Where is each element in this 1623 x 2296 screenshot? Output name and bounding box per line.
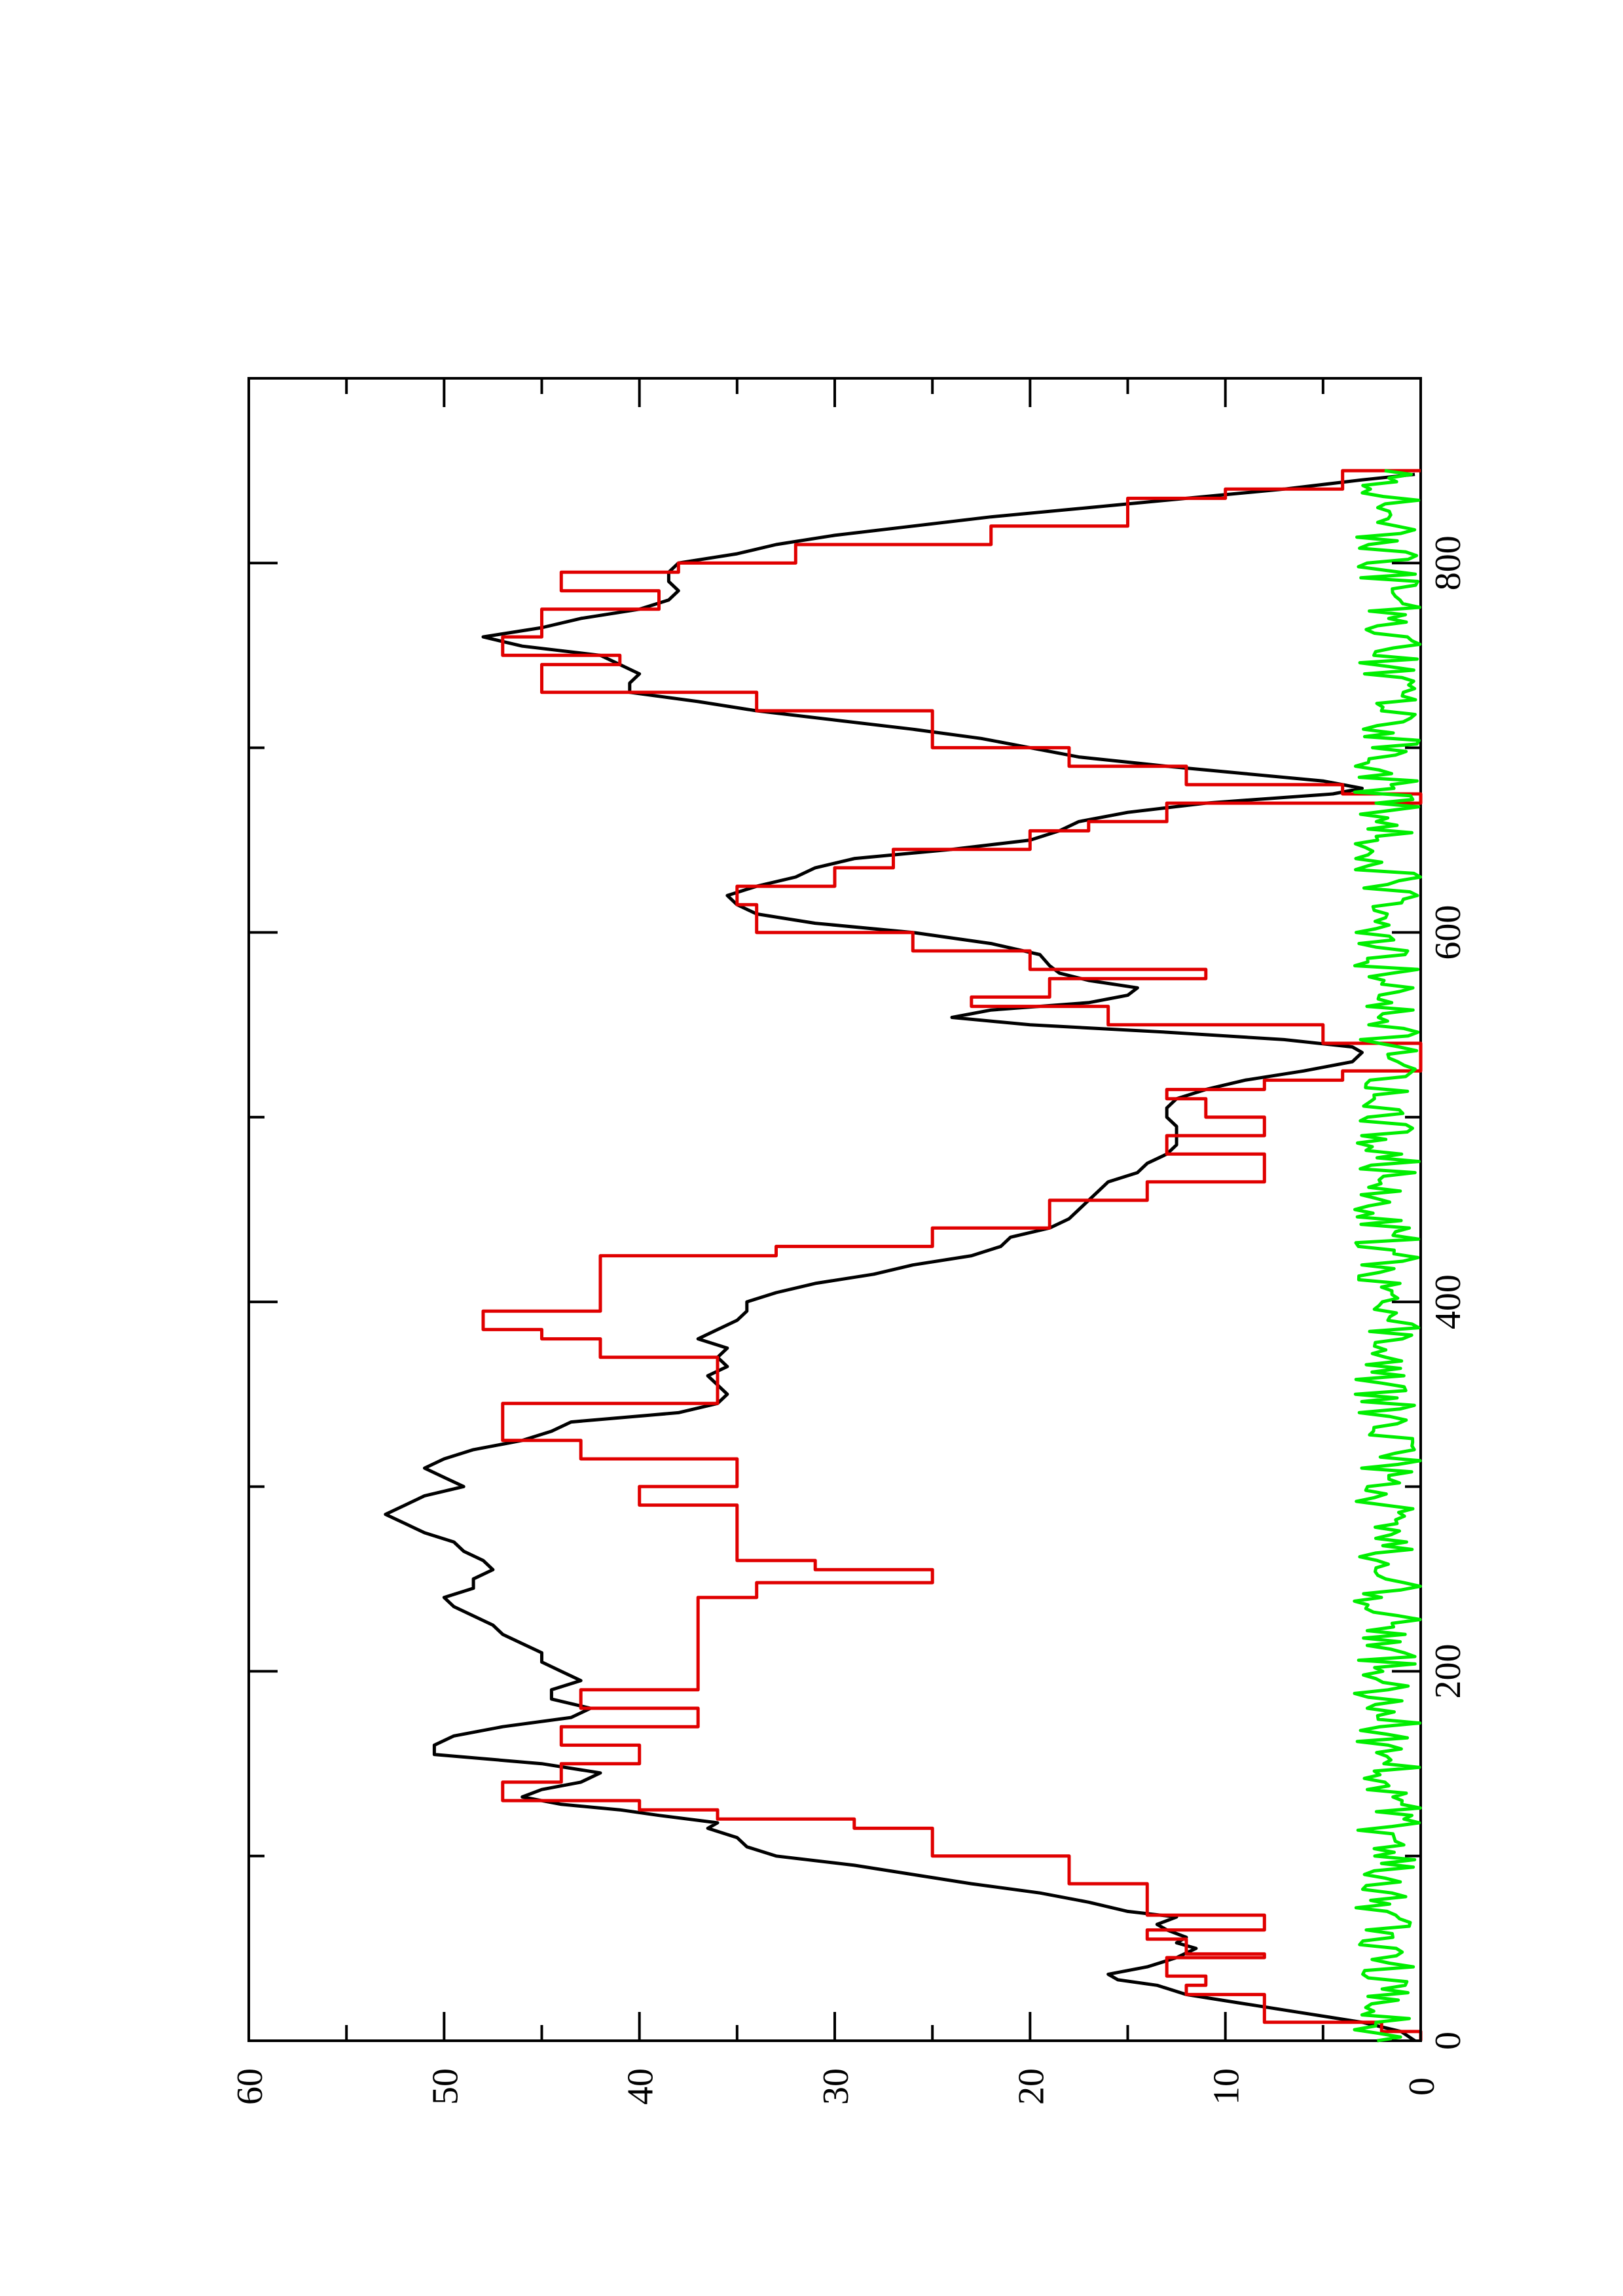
y-tick-label: 0 bbox=[1402, 2077, 1442, 2096]
series-line-3 bbox=[1353, 469, 1423, 2043]
series-line-1 bbox=[384, 473, 1416, 2043]
y-tick-label: 10 bbox=[1207, 2068, 1247, 2105]
x-tick-label: 200 bbox=[1428, 1644, 1468, 1699]
x-tick-label: 0 bbox=[1428, 2032, 1468, 2050]
y-tick-label: 60 bbox=[230, 2068, 270, 2105]
y-tick-label: 40 bbox=[621, 2068, 661, 2105]
x-tick-label: 400 bbox=[1428, 1274, 1468, 1329]
tick-layer: 0 200 400 600 800 0 10 20 30 40 50 60 bbox=[230, 378, 1468, 2105]
plot-frame bbox=[247, 377, 1422, 2042]
y-tick-label: 20 bbox=[1011, 2068, 1051, 2105]
series-layer bbox=[384, 469, 1423, 2043]
y-tick-label: 30 bbox=[816, 2068, 856, 2105]
x-tick-label: 600 bbox=[1428, 905, 1468, 960]
x-tick-label: 800 bbox=[1428, 535, 1468, 590]
y-tick-label: 50 bbox=[425, 2068, 465, 2105]
series-line-2 bbox=[481, 469, 1423, 2041]
